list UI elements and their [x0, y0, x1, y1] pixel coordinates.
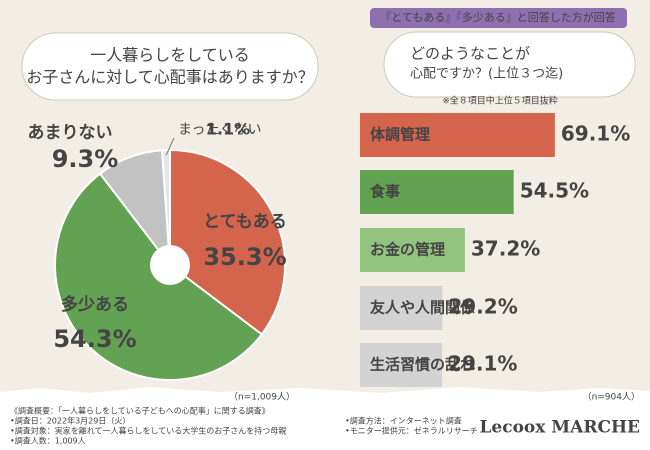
question-bubble [21, 32, 319, 101]
bar-label: お金の管理 [370, 241, 445, 259]
slice-value: 1.1% [206, 120, 250, 139]
slice-label: まったくない [178, 122, 261, 138]
slice-label: とてもある [203, 212, 287, 232]
slice-value: 54.3% [53, 325, 136, 353]
pie-slice [160, 148, 171, 266]
sample-note: （n=904人） [583, 392, 640, 403]
question-text: 心配ですか？(上位３つ迄) [410, 67, 563, 82]
leader-line [165, 137, 175, 156]
bar [360, 228, 465, 272]
value-label: 54.5% [520, 179, 589, 203]
slice-value: 9.3% [52, 145, 119, 173]
bar [360, 170, 514, 214]
slice-label: 多少ある [61, 294, 129, 315]
bar [360, 343, 443, 387]
footer-note: •モニター提供元：ゼネラルリサーチ [345, 426, 478, 436]
subtitle: ※全８項目中上位５項目抜粋 [442, 95, 558, 107]
banner-text: 『とてもある』『多少ある』と回答した方が回答 [380, 10, 616, 24]
question-bubble [383, 31, 636, 98]
banner [370, 8, 627, 28]
sample-note: （n=1,009人） [229, 392, 295, 403]
value-label: 29.1% [448, 352, 517, 376]
bar-label: 友人や人間関係 [370, 299, 475, 317]
pie-hole [150, 245, 190, 285]
footer-note: •調査方法：インターネット調査 [345, 416, 462, 426]
pie-slice [169, 148, 286, 336]
bar [360, 286, 443, 330]
bar [360, 113, 555, 157]
slice-label: あまりない [28, 123, 113, 143]
bar-label: 食事 [370, 183, 400, 201]
value-label: 37.2% [471, 237, 540, 261]
question-text: 一人暮らしをしている [90, 46, 250, 65]
bar-label: 体調管理 [370, 126, 430, 144]
question-text: どのようなことが [410, 45, 530, 63]
brand-logo: Lecoox MARCHE [479, 418, 640, 438]
footer-note: •調査人数：1,009人 [10, 436, 86, 446]
value-label: 69.1% [561, 122, 630, 146]
footer-note: 《調査概要：「一人暮らしをしている子どもへの心配事」に関する調査》 [10, 406, 270, 416]
slice-value: 35.3% [203, 243, 286, 271]
footer-paper [0, 387, 650, 450]
footer-note: •調査日：2022年3月29日（火） [10, 416, 130, 426]
value-label: 29.2% [448, 295, 517, 319]
question-text: お子さんに対して心配事はありますか？ [26, 68, 314, 87]
bar-label: 生活習慣の乱れ [370, 356, 475, 374]
footer-note: •調査対象：実家を離れて一人暮らしをしている大学生のお子さんを持つ母親 [10, 426, 286, 436]
